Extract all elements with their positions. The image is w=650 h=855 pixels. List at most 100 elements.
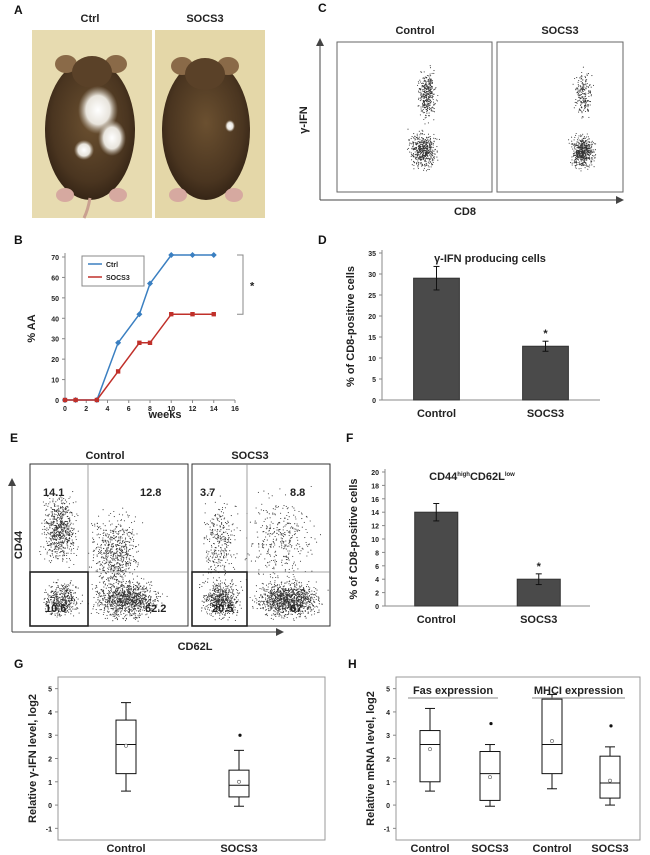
flow-dot bbox=[426, 105, 428, 108]
flow-dot bbox=[584, 161, 586, 163]
flow-dot bbox=[153, 600, 156, 602]
bar-control bbox=[413, 277, 460, 401]
flow-dot bbox=[53, 594, 55, 597]
flow-dot bbox=[52, 556, 55, 558]
flow-dot bbox=[118, 555, 120, 557]
flow-dot bbox=[101, 577, 103, 579]
flow-dot bbox=[573, 146, 575, 148]
flow-dot bbox=[101, 604, 103, 606]
flow-dot bbox=[236, 527, 238, 529]
flow-dot bbox=[99, 546, 101, 548]
flow-dot bbox=[96, 543, 99, 545]
flow-dot bbox=[118, 609, 120, 611]
flow-dot bbox=[582, 137, 584, 139]
flow-dot bbox=[53, 524, 55, 527]
flow-dot bbox=[430, 101, 433, 103]
flow-dot bbox=[127, 599, 129, 601]
flow-dot bbox=[73, 598, 76, 600]
flow-dot bbox=[50, 591, 52, 593]
flow-dot bbox=[70, 610, 72, 612]
flow-dot bbox=[119, 589, 121, 591]
flow-dot bbox=[426, 112, 428, 114]
flow-dot bbox=[102, 576, 104, 578]
flow-dot bbox=[93, 597, 95, 599]
flow-dot bbox=[591, 154, 593, 156]
flow-dot bbox=[123, 609, 125, 612]
flow-dot bbox=[283, 536, 285, 538]
flow-dot bbox=[584, 137, 586, 139]
flow-dot bbox=[581, 75, 583, 77]
flow-dot bbox=[280, 537, 282, 539]
flow-dot bbox=[422, 151, 424, 153]
flow-dot bbox=[227, 535, 229, 537]
flow-dot bbox=[428, 77, 430, 79]
flow-dot bbox=[132, 588, 134, 590]
flow-dot bbox=[104, 595, 106, 597]
flow-dot bbox=[74, 515, 76, 518]
panel-letter-b: B bbox=[14, 233, 23, 247]
flow-dot bbox=[419, 147, 421, 150]
flow-dot bbox=[103, 593, 105, 595]
flow-dot bbox=[59, 533, 62, 535]
flow-dot bbox=[410, 152, 412, 154]
flow-dot bbox=[117, 557, 119, 559]
flow-dot bbox=[132, 573, 134, 575]
flow-dot bbox=[67, 505, 69, 507]
flow-dot bbox=[431, 86, 433, 88]
flow-dot bbox=[284, 562, 286, 565]
flow-dot bbox=[74, 600, 76, 602]
flow-dot bbox=[126, 553, 128, 555]
flow-dot bbox=[276, 538, 278, 540]
flow-dot bbox=[104, 553, 106, 555]
flow-dot bbox=[572, 148, 574, 150]
flow-dot bbox=[417, 157, 419, 159]
flow-dot bbox=[433, 108, 435, 110]
flow-dot bbox=[103, 532, 105, 534]
flow-dot bbox=[98, 612, 100, 615]
flow-dot bbox=[208, 568, 210, 570]
flow-dot bbox=[118, 513, 120, 515]
flow-dot bbox=[98, 552, 100, 554]
flow-dot bbox=[131, 600, 133, 602]
flow-dot bbox=[220, 559, 222, 561]
flow-dot bbox=[122, 514, 124, 516]
flow-dot bbox=[577, 155, 579, 157]
flow-dot bbox=[66, 531, 68, 533]
flow-dot bbox=[419, 114, 421, 116]
flow-dot bbox=[427, 78, 429, 81]
flow-dot bbox=[137, 589, 139, 591]
flow-dot bbox=[588, 89, 590, 92]
flow-dot bbox=[103, 595, 105, 597]
flow-dot bbox=[119, 600, 121, 602]
flow-dot bbox=[276, 506, 278, 509]
flow-dot bbox=[587, 136, 589, 138]
flow-dot bbox=[408, 140, 410, 142]
flow-dot bbox=[422, 96, 424, 98]
flow-dot bbox=[116, 616, 118, 618]
flow-dot bbox=[60, 534, 62, 536]
flow-dot bbox=[122, 596, 124, 598]
flow-dot bbox=[240, 580, 242, 583]
flow-dot bbox=[580, 143, 582, 145]
flow-dot bbox=[571, 162, 573, 164]
flow-dot bbox=[61, 592, 63, 595]
flow-dot bbox=[58, 524, 60, 526]
flow-dot bbox=[71, 533, 73, 535]
flow-dot bbox=[52, 543, 54, 545]
flow-dot bbox=[424, 86, 426, 88]
flow-dot bbox=[61, 588, 63, 590]
flow-dot bbox=[47, 505, 49, 507]
flow-dot bbox=[280, 534, 282, 536]
flow-dot bbox=[428, 168, 430, 171]
flow-dot bbox=[125, 558, 128, 560]
flow-dot bbox=[430, 146, 432, 148]
flow-dot bbox=[122, 552, 124, 554]
flow-dot bbox=[104, 529, 106, 531]
flow-dot bbox=[99, 568, 101, 570]
flow-dot bbox=[136, 605, 138, 607]
flow-dot bbox=[218, 508, 220, 510]
flow-dot bbox=[429, 148, 431, 150]
flow-dot bbox=[119, 597, 121, 599]
flow-dot bbox=[96, 591, 99, 593]
flow-dot bbox=[229, 542, 232, 544]
